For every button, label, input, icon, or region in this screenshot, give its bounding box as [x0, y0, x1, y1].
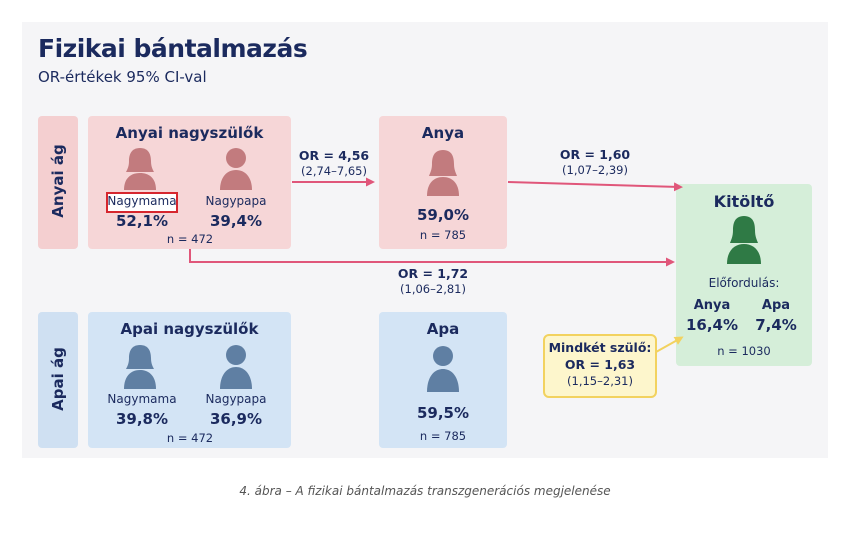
figure-caption: 4. ábra – A fizikai bántalmazás transzge…	[239, 484, 611, 498]
respondent-header: Kitöltő	[713, 192, 775, 211]
respondent-mother-label: Anya	[693, 298, 731, 313]
father-n: n = 785	[419, 429, 467, 443]
male-person-icon	[220, 148, 252, 190]
maternal-grandparents-box	[88, 116, 291, 249]
arrow-grandparents-to-respondent	[189, 249, 675, 267]
mother-value: 59,0%	[416, 206, 470, 224]
female-person-icon	[427, 150, 459, 196]
diagram-subtitle: OR-értékek 95% CI-val	[38, 68, 207, 86]
mother-n: n = 785	[419, 228, 467, 242]
maternal-grandparents-n: n = 472	[166, 232, 214, 246]
ci-mother-respondent: (1,07–2,39)	[562, 163, 628, 177]
paternal-grandparents-n: n = 472	[166, 431, 214, 445]
or-grandparents-mother: OR = 4,56	[298, 148, 370, 163]
maternal-grandparents-header: Anyai nagyszülők	[115, 124, 264, 142]
paternal-grandparents-header: Apai nagyszülők	[120, 320, 259, 338]
father-value: 59,5%	[416, 404, 470, 422]
female-person-icon	[124, 345, 156, 389]
maternal-branch-side	[38, 116, 78, 249]
both-parents-label: Mindkét szülő:	[548, 340, 652, 355]
respondent-father-label: Apa	[761, 298, 791, 313]
male-person-icon	[427, 346, 459, 392]
male-person-icon	[220, 345, 252, 389]
ci-grandparents-respondent: (1,06–2,81)	[400, 282, 466, 296]
father-header: Apa	[426, 320, 460, 338]
paternal-grandma-value: 39,8%	[115, 410, 169, 428]
mother-header: Anya	[421, 124, 465, 142]
paternal-grandparents-box	[88, 312, 291, 448]
maternal-grandma-label: Nagymama	[107, 194, 177, 208]
respondent-prevalence-label: Előfordulás:	[708, 276, 780, 290]
or-grandparents-respondent: OR = 1,72	[397, 266, 469, 281]
respondent-box	[676, 184, 812, 366]
or-mother-respondent: OR = 1,60	[559, 147, 631, 162]
respondent-mother-value: 16,4%	[685, 316, 739, 334]
respondent-n: n = 1030	[717, 344, 771, 358]
both-parents-or: OR = 1,63	[564, 357, 636, 372]
maternal-grandpa-value: 39,4%	[209, 212, 263, 230]
both-parents-ci: (1,15–2,31)	[567, 374, 633, 388]
paternal-grandpa-value: 36,9%	[209, 410, 263, 428]
maternal-grandma-value: 52,1%	[115, 212, 169, 230]
both-parents-box	[543, 334, 657, 398]
arrow-mother-to-respondent	[507, 181, 683, 192]
respondent-father-value: 7,4%	[755, 316, 797, 334]
paternal-branch-side	[38, 312, 78, 448]
ci-grandparents-mother: (2,74–7,65)	[301, 164, 367, 178]
diagram-title: Fizikai bántalmazás	[38, 34, 308, 63]
paternal-grandpa-label: Nagypapa	[205, 392, 267, 406]
female-person-icon	[124, 148, 156, 190]
paternal-grandma-label: Nagymama	[107, 392, 177, 406]
arrow-both-parents	[655, 336, 684, 353]
maternal-grandpa-label: Nagypapa	[205, 194, 267, 208]
nagymama-highlight-box	[106, 192, 178, 213]
respondent-person-icon	[727, 216, 761, 264]
